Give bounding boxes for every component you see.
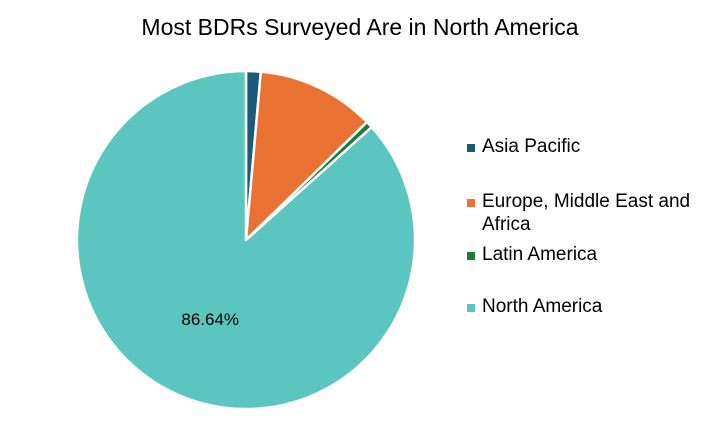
legend-label: Asia Pacific bbox=[482, 136, 581, 157]
legend-label: Europe, Middle East and Africa bbox=[482, 191, 691, 235]
legend-swatch bbox=[467, 199, 475, 207]
chart-title: Most BDRs Surveyed Are in North America bbox=[141, 14, 579, 40]
pie-slice-europe-middle-east-and-africa bbox=[244, 70, 369, 242]
legend-swatch bbox=[467, 144, 475, 152]
pie-slice-north-america bbox=[75, 69, 417, 411]
legend-label: Latin America bbox=[482, 244, 598, 265]
legend-label: North America bbox=[482, 296, 603, 317]
legend-swatch bbox=[467, 304, 475, 312]
data-label: 86.64% bbox=[181, 310, 239, 329]
legend-swatch bbox=[467, 252, 475, 260]
